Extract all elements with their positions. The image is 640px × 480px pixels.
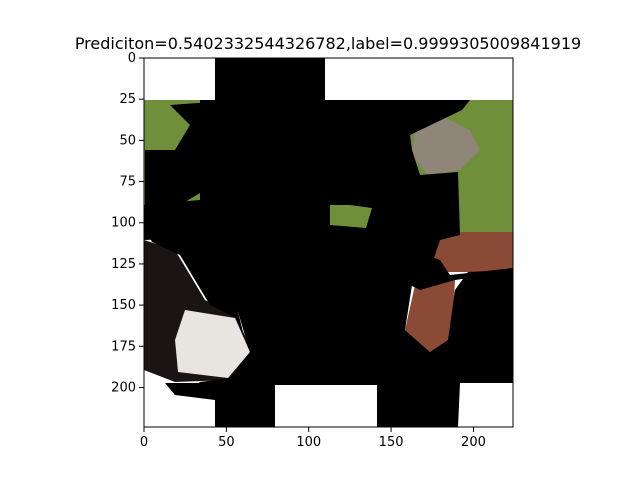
- y-tick-label: 50: [119, 133, 136, 148]
- x-tick-label: 100: [296, 435, 321, 450]
- y-tick-label: 175: [111, 339, 136, 354]
- y-tick-label: 100: [111, 216, 136, 231]
- plot-frame: [143, 57, 514, 428]
- y-tick-label: 200: [111, 380, 136, 395]
- y-tick-label: 75: [119, 175, 136, 190]
- chart-title: Prediciton=0.5402332544326782,label=0.99…: [75, 34, 581, 53]
- x-tick-label: 50: [218, 435, 235, 450]
- brick-patch: [405, 280, 455, 352]
- y-tick-label: 150: [111, 298, 136, 313]
- x-tick-label: 0: [140, 435, 148, 450]
- y-tick-label: 25: [119, 92, 136, 107]
- y-tick-label: 125: [111, 257, 136, 272]
- masked-image: [144, 58, 513, 427]
- cat-top: [412, 115, 480, 175]
- dog-white-fur: [175, 310, 250, 378]
- x-tick-label: 150: [379, 435, 404, 450]
- y-axis: 0 25 50 75 100 125 150 175 200: [111, 51, 144, 395]
- black-mask: [144, 58, 513, 427]
- x-tick-label: 200: [461, 435, 486, 450]
- x-axis: 0 50 100 150 200: [140, 427, 486, 450]
- y-tick-label: 0: [128, 51, 136, 66]
